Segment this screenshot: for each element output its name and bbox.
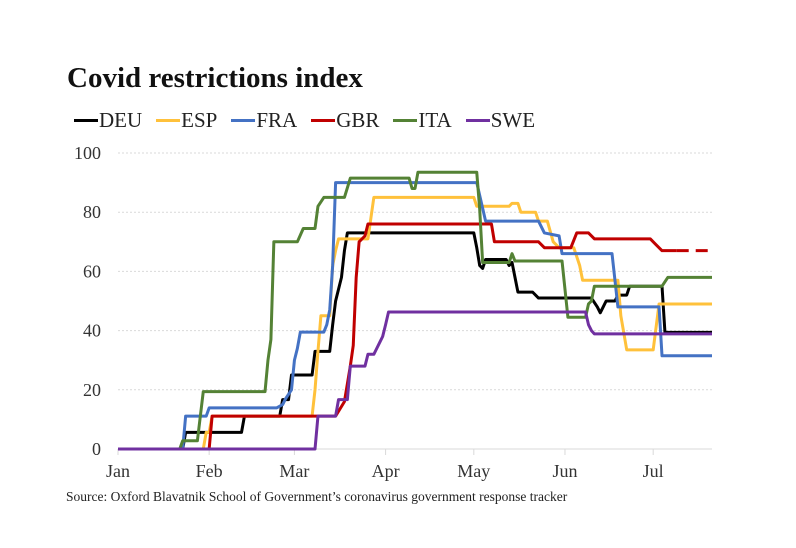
series-line-fra: [118, 181, 712, 451]
legend-swatch: [231, 119, 256, 122]
legend-label: GBR: [336, 108, 380, 132]
legend-swatch: [74, 119, 98, 122]
series-line-swe: [118, 310, 712, 451]
legend-swatch: [311, 119, 336, 122]
legend-label: DEU: [99, 108, 143, 132]
legend: DEU ESP FRA GBR ITA SWE: [74, 108, 549, 133]
y-tick-label: 80: [83, 202, 101, 222]
y-tick-label: 20: [83, 380, 101, 400]
legend-item-esp: ESP: [156, 108, 217, 133]
x-tick-label: Apr: [372, 461, 400, 481]
x-tick-label: Jun: [552, 461, 577, 481]
legend-item-swe: SWE: [465, 108, 536, 133]
y-tick-label: 0: [92, 439, 101, 459]
chart-title: Covid restrictions index: [67, 62, 363, 94]
legend-label: SWE: [490, 108, 536, 132]
legend-swatch: [156, 119, 181, 122]
x-tick-label: Jan: [106, 461, 130, 481]
x-tick-label: May: [457, 461, 490, 481]
legend-label: ESP: [181, 108, 218, 132]
legend-label: ITA: [418, 108, 452, 132]
legend-item-gbr: GBR: [311, 108, 379, 133]
series-line-esp: [118, 195, 712, 451]
legend-item-fra: FRA: [231, 108, 297, 133]
y-tick-label: 40: [83, 321, 101, 341]
source-note: Source: Oxford Blavatnik School of Gover…: [66, 489, 568, 504]
series-line-gbr: [118, 222, 677, 451]
x-tick-label: Mar: [279, 461, 309, 481]
y-tick-label: 100: [74, 143, 101, 163]
legend-swatch: [465, 119, 490, 122]
x-tick-label: Feb: [196, 461, 223, 481]
legend-item-deu: DEU: [74, 108, 142, 133]
y-tick-label: 60: [83, 261, 101, 281]
legend-label: FRA: [256, 108, 298, 132]
x-tick-label: Jul: [643, 461, 664, 481]
legend-item-ita: ITA: [393, 108, 452, 133]
legend-swatch: [393, 119, 418, 122]
